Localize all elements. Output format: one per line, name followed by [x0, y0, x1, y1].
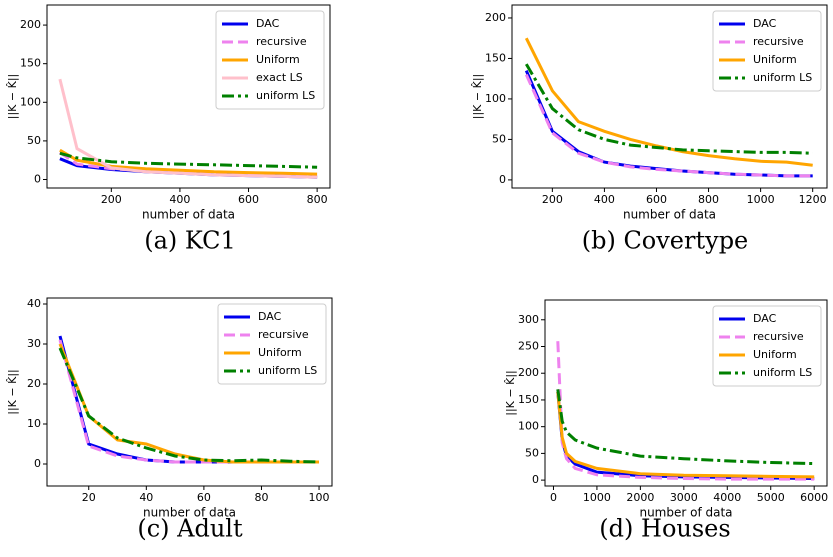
y-axis-label: ||K − K̂|| [504, 370, 517, 415]
x-axis-label: number of data [623, 208, 716, 222]
y-tick-label: 100 [20, 95, 41, 108]
legend-label: uniform LS [256, 89, 315, 102]
y-tick-label: 40 [27, 297, 41, 310]
legend-label: uniform LS [753, 71, 812, 84]
y-tick-label: 50 [27, 134, 41, 147]
y-tick-label: 50 [525, 446, 539, 459]
legend-label: DAC [258, 310, 282, 323]
caption: (d) Houses [599, 515, 730, 543]
axes-frame [46, 297, 333, 487]
x-tick-label: 6000 [800, 491, 828, 504]
series-line [525, 63, 813, 155]
y-tick-label: 0 [34, 173, 41, 186]
x-tick-label: 60 [197, 491, 211, 504]
x-tick-label: 800 [307, 193, 328, 206]
y-tick-label: 200 [20, 18, 41, 31]
y-tick-label: 0 [499, 173, 506, 186]
series-line [58, 78, 318, 179]
series-line [58, 339, 319, 464]
x-tick-label: 200 [542, 193, 563, 206]
panel: 200 400 600 800 0 50 100 150 200 number of data ||… [6, 4, 331, 255]
legend-label: DAC [753, 312, 777, 325]
legend-label: Uniform [258, 346, 302, 359]
caption: (a) KC1 [144, 227, 236, 255]
x-tick-label: 0 [550, 491, 557, 504]
y-tick-label: 50 [492, 132, 506, 145]
x-tick-label: 4000 [713, 491, 741, 504]
series-line [58, 347, 320, 464]
y-tick-label: 30 [27, 337, 41, 350]
y-tick-label: 150 [518, 393, 539, 406]
y-tick-label: 250 [518, 340, 539, 353]
x-tick-label: 800 [698, 193, 719, 206]
y-tick-label: 100 [518, 420, 539, 433]
legend-label: recursive [753, 330, 804, 343]
axes-frame [511, 4, 828, 189]
legend-label: uniform LS [753, 366, 812, 379]
series-line [556, 341, 815, 481]
legend-label: DAC [256, 17, 280, 30]
panel: 200 400 600 800 1000 1200 0 50 100 150 200 number o… [471, 4, 828, 255]
axes-frame [544, 299, 828, 487]
x-tick-label: 5000 [757, 491, 785, 504]
legend-label: recursive [258, 328, 309, 341]
y-tick-label: 0 [532, 473, 539, 486]
series-line [59, 151, 318, 169]
legend-label: exact LS [256, 71, 303, 84]
panel: 20 40 60 80 100 0 10 20 30 40 number of data ||K − … [6, 297, 333, 543]
x-tick-label: 600 [238, 193, 259, 206]
y-tick-label: 300 [518, 313, 539, 326]
series-line [59, 148, 318, 176]
legend-label: recursive [256, 35, 307, 48]
x-tick-label: 400 [594, 193, 615, 206]
y-tick-label: 100 [485, 92, 506, 105]
x-tick-label: 200 [101, 193, 122, 206]
x-axis-label: number of data [639, 506, 732, 520]
x-tick-label: 20 [82, 491, 96, 504]
caption: (b) Covertype [582, 227, 749, 255]
y-axis-label: ||K − K̂|| [6, 369, 19, 414]
y-tick-label: 20 [27, 377, 41, 390]
y-tick-label: 0 [34, 457, 41, 470]
legend-label: Uniform [256, 53, 300, 66]
y-tick-label: 200 [485, 11, 506, 24]
x-tick-label: 80 [254, 491, 268, 504]
series-line [556, 391, 815, 479]
series-line [556, 389, 815, 466]
x-tick-label: 1200 [799, 193, 827, 206]
x-tick-label: 40 [139, 491, 153, 504]
x-tick-label: 600 [646, 193, 667, 206]
legend-label: uniform LS [258, 364, 317, 377]
x-axis-label: number of data [143, 506, 236, 520]
y-tick-label: 200 [518, 366, 539, 379]
legend-box [712, 10, 822, 92]
axes-frame [46, 4, 331, 189]
legend-label: Uniform [753, 348, 797, 361]
caption: (c) Adult [137, 515, 243, 543]
legend-label: DAC [753, 17, 777, 30]
x-axis-label: number of data [142, 208, 235, 222]
x-tick-label: 2000 [626, 491, 654, 504]
panel: 0 1000 2000 3000 4000 5000 6000 0 50 100 150 200 250… [504, 299, 828, 543]
y-axis-label: ||K − K̂|| [471, 74, 484, 119]
y-axis-label: ||K − K̂|| [6, 74, 19, 119]
x-tick-label: 400 [169, 193, 190, 206]
x-tick-label: 100 [309, 491, 330, 504]
legend-label: recursive [753, 35, 804, 48]
x-tick-label: 1000 [583, 491, 611, 504]
legend-box [712, 305, 822, 387]
legend-box [217, 303, 327, 385]
legend-label: Uniform [753, 53, 797, 66]
legend-box [215, 10, 325, 110]
x-tick-label: 3000 [670, 491, 698, 504]
y-tick-label: 150 [20, 57, 41, 70]
x-tick-label: 1000 [747, 193, 775, 206]
y-tick-label: 150 [485, 51, 506, 64]
y-tick-label: 10 [27, 417, 41, 430]
